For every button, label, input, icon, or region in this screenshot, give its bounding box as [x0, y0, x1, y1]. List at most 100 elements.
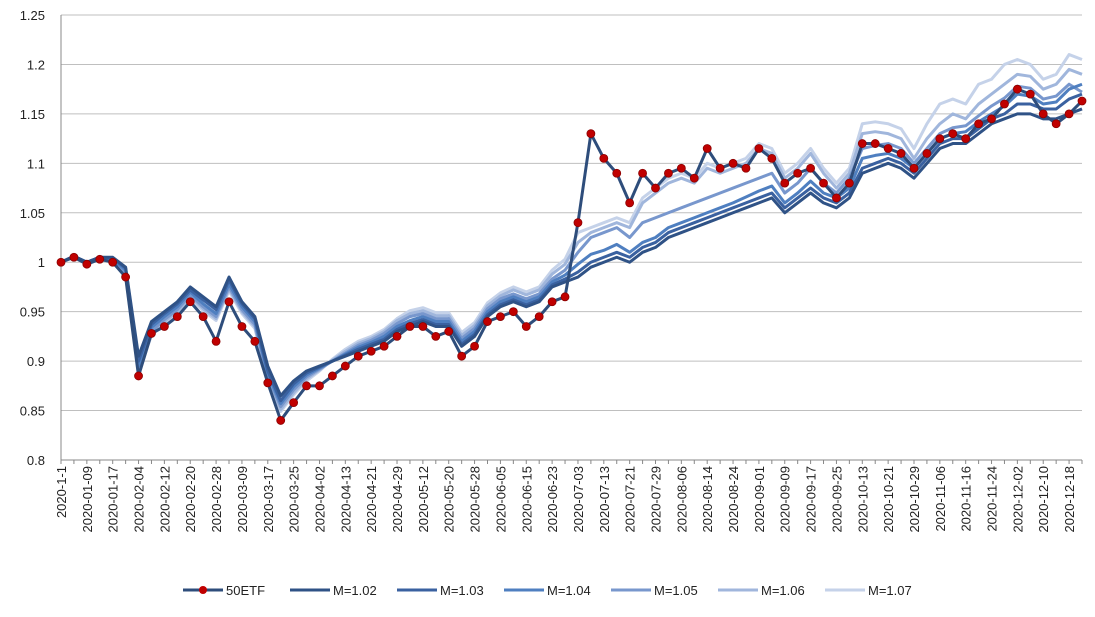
data-point [379, 341, 389, 351]
x-tick-label: 2020-04-02 [312, 466, 327, 533]
data-point [806, 163, 815, 173]
legend-label: M=1.02 [333, 583, 377, 598]
x-tick-label: 2020-09-25 [829, 466, 844, 533]
data-point [832, 193, 841, 203]
x-tick-label: 2020-12-02 [1010, 466, 1025, 533]
data-point [353, 351, 363, 361]
data-point [431, 331, 441, 341]
data-point [457, 351, 467, 361]
series-line [60, 53, 1083, 414]
x-tick-label: 2020-01-09 [80, 466, 95, 533]
data-point [263, 378, 273, 388]
data-point [418, 322, 428, 331]
data-point [328, 371, 337, 381]
x-tick-label: 2020-05-12 [416, 466, 431, 533]
data-point [1025, 89, 1035, 99]
data-point [108, 257, 118, 267]
data-point [793, 168, 803, 178]
data-point [121, 272, 131, 282]
x-tick-label: 2020-06-15 [519, 466, 534, 533]
x-tick-label: 2020-10-21 [881, 466, 896, 533]
data-point [702, 144, 712, 153]
y-tick-label: 1.15 [20, 107, 45, 122]
data-point [857, 139, 867, 148]
data-point [547, 297, 557, 307]
data-point [1051, 119, 1061, 129]
data-point [289, 398, 299, 408]
series-line [60, 87, 1084, 422]
data-point [935, 134, 945, 144]
y-tick-label: 1.2 [27, 57, 45, 72]
x-tick-label: 2020-10-29 [907, 466, 922, 533]
data-point [767, 153, 777, 163]
data-point [689, 173, 699, 183]
data-point [987, 114, 996, 124]
data-point [1000, 99, 1009, 109]
x-tick-label: 2020-03-17 [261, 466, 276, 533]
data-point [159, 322, 169, 331]
x-tick-label: 2020-07-13 [597, 466, 612, 533]
x-tick-label: 2020-01-17 [106, 466, 121, 533]
data-point [1038, 109, 1048, 119]
data-point [676, 163, 686, 173]
y-tick-label: 0.8 [27, 453, 45, 468]
x-tick-label: 2020-08-24 [726, 466, 741, 533]
data-point [276, 416, 286, 425]
data-point [573, 218, 583, 228]
x-tick-label: 2020-1-1 [54, 466, 69, 518]
data-point [534, 312, 544, 322]
legend-label: M=1.06 [761, 583, 805, 598]
y-tick-label: 1.05 [20, 206, 45, 221]
y-tick-label: 0.85 [20, 404, 45, 419]
data-point [340, 361, 350, 371]
y-tick-label: 1 [38, 255, 45, 270]
y-tick-label: 1.25 [20, 8, 45, 23]
data-point [961, 134, 971, 144]
data-point [883, 144, 893, 153]
data-point [185, 297, 195, 307]
y-tick-label: 0.9 [27, 354, 45, 369]
data-point [366, 346, 376, 356]
data-point [638, 168, 647, 178]
data-point [896, 149, 906, 158]
data-point [715, 163, 725, 173]
data-point [198, 312, 208, 322]
data-point [948, 129, 958, 139]
x-tick-label: 2020-03-09 [235, 466, 250, 533]
data-point [302, 381, 311, 391]
data-point [134, 371, 143, 381]
data-point [844, 178, 854, 188]
data-point [741, 163, 751, 173]
x-tick-label: 2020-08-14 [700, 466, 715, 533]
data-point [664, 168, 673, 178]
data-point [483, 317, 492, 326]
legend-label: M=1.05 [654, 583, 698, 598]
y-tick-label: 0.95 [20, 305, 45, 320]
x-tick-label: 2020-06-05 [493, 466, 508, 533]
legend-label: M=1.03 [440, 583, 484, 598]
data-point [922, 149, 932, 158]
x-tick-label: 2020-05-28 [468, 466, 483, 533]
data-point [625, 198, 635, 208]
x-tick-label: 2020-07-21 [623, 466, 638, 533]
data-point [172, 312, 182, 322]
data-point [69, 252, 79, 262]
data-point [444, 327, 454, 336]
x-tick-label: 2020-02-12 [157, 466, 172, 533]
series-line [60, 107, 1083, 398]
data-point [1077, 96, 1087, 106]
x-tick-label: 2020-07-03 [571, 466, 586, 533]
data-point [82, 259, 92, 269]
data-point [95, 254, 105, 264]
data-point [586, 129, 596, 139]
legend-label: M=1.07 [868, 583, 912, 598]
data-point [496, 312, 505, 322]
data-point [974, 119, 984, 129]
data-point [728, 158, 738, 168]
data-point [405, 322, 415, 331]
data-point [819, 178, 828, 188]
x-tick-label: 2020-09-01 [752, 466, 767, 533]
x-tick-label: 2020-12-10 [1036, 466, 1051, 533]
x-tick-label: 2020-12-18 [1062, 466, 1077, 533]
